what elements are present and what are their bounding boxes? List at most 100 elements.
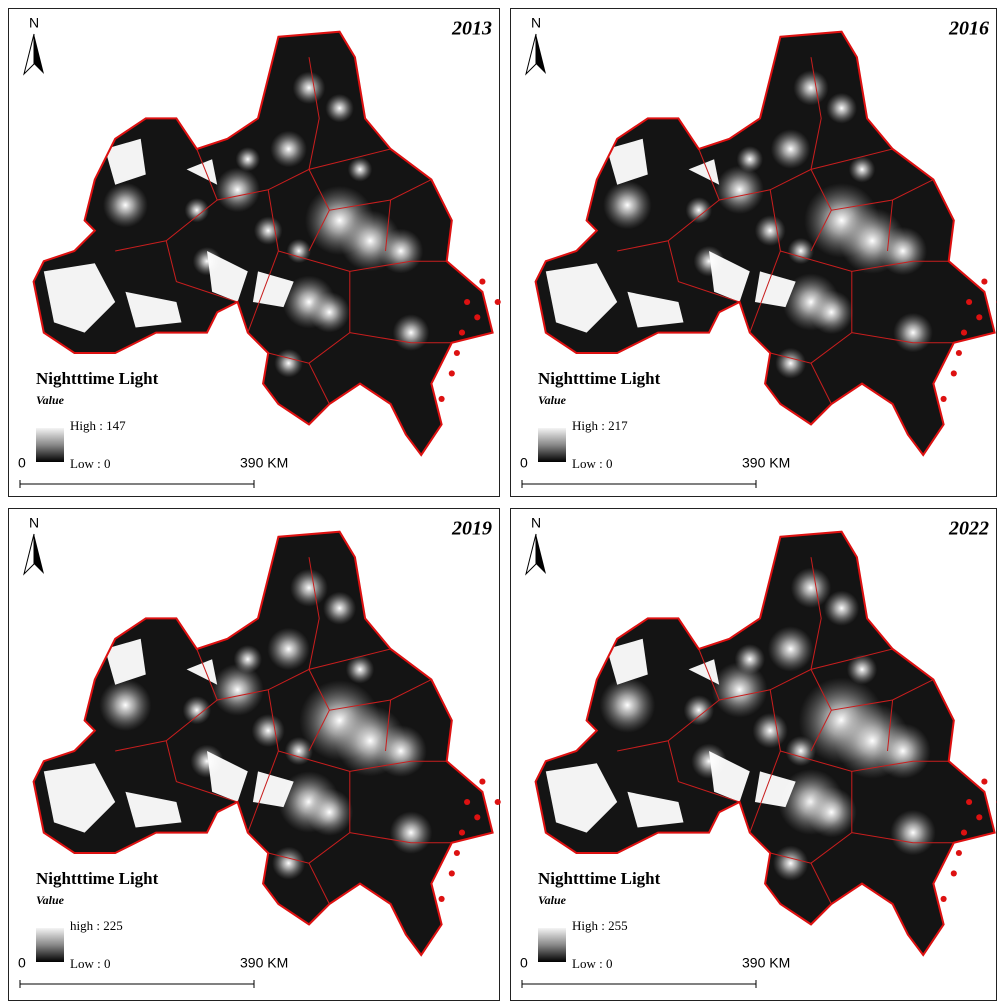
city-light: [378, 229, 423, 274]
city-light: [267, 628, 310, 671]
island: [951, 370, 957, 376]
city-light: [272, 847, 305, 880]
island: [449, 370, 455, 376]
city-light: [274, 349, 303, 378]
island: [956, 850, 962, 856]
city-light: [737, 146, 763, 172]
city-light: [252, 714, 285, 747]
scale-start: 0: [520, 955, 528, 971]
legend-ramp: [538, 928, 566, 962]
north-label: N: [29, 15, 39, 31]
city-light: [826, 93, 857, 124]
island: [464, 299, 470, 305]
island: [976, 814, 982, 820]
year-label: 2016: [948, 18, 989, 40]
island: [976, 314, 982, 320]
city-light: [290, 569, 328, 607]
scale-start: 0: [520, 455, 528, 471]
legend-high: High : 217: [572, 418, 628, 433]
city-light: [325, 94, 354, 123]
city-light: [270, 131, 307, 168]
legend-title: Nightttime Light: [36, 869, 159, 888]
legend-low: Low : 0: [572, 456, 612, 471]
year-label: 2019: [451, 518, 492, 540]
city-light: [236, 147, 260, 171]
city-light: [890, 810, 936, 856]
island: [966, 299, 972, 305]
island: [454, 350, 460, 356]
island: [966, 799, 972, 805]
island: [479, 279, 485, 285]
legend-title: Nightttime Light: [538, 869, 661, 888]
city-light: [809, 290, 853, 334]
scale-start: 0: [18, 955, 26, 971]
legend-subtitle: Value: [538, 393, 567, 407]
figure: N2013Nightttime LightValueHigh : 147Low …: [0, 0, 997, 1001]
city-light: [393, 314, 430, 351]
island: [956, 350, 962, 356]
island: [474, 814, 480, 820]
island: [495, 299, 501, 305]
city-light: [793, 70, 828, 105]
map-panel: N2019Nightttime LightValuehigh : 225Low …: [9, 509, 501, 1001]
island: [439, 396, 445, 402]
city-light: [215, 167, 260, 212]
city-light: [293, 71, 326, 104]
island: [479, 779, 485, 785]
city-light: [775, 348, 806, 379]
legend-high: High : 255: [572, 918, 628, 933]
city-light: [348, 157, 372, 181]
city-light: [309, 292, 350, 333]
legend-low: Low : 0: [70, 956, 110, 971]
north-label: N: [531, 15, 541, 31]
island: [459, 330, 465, 336]
north-label: N: [29, 515, 39, 531]
island: [464, 799, 470, 805]
city-light: [875, 723, 931, 779]
city-light: [824, 590, 859, 625]
scale-end: 390 KM: [240, 455, 288, 471]
city-light: [847, 654, 877, 684]
legend-title: Nightttime Light: [36, 369, 159, 388]
city-light: [285, 737, 313, 765]
scale-end: 390 KM: [240, 955, 288, 971]
map-panel: N2022Nightttime LightValueHigh : 255Low …: [511, 509, 997, 1001]
city-light: [600, 677, 656, 733]
island: [474, 314, 480, 320]
city-light: [234, 645, 262, 673]
city-light: [254, 216, 283, 245]
city-light: [390, 811, 433, 854]
legend-title: Nightttime Light: [538, 369, 661, 388]
city-light: [684, 695, 714, 725]
city-light: [806, 787, 857, 838]
city-light: [603, 181, 651, 229]
scale-end: 390 KM: [742, 455, 790, 471]
legend-low: Low : 0: [70, 456, 110, 471]
city-light: [768, 626, 814, 672]
city-light: [185, 198, 209, 222]
city-light: [735, 644, 765, 674]
city-light: [183, 696, 211, 724]
island: [961, 830, 967, 836]
city-light: [752, 713, 787, 748]
scale-start: 0: [18, 455, 26, 471]
city-light: [686, 197, 712, 223]
legend-ramp: [36, 928, 64, 962]
city-light: [99, 679, 151, 731]
city-light: [715, 166, 763, 214]
island: [449, 870, 455, 876]
city-light: [755, 215, 786, 246]
legend-low: Low : 0: [572, 956, 612, 971]
island: [961, 330, 967, 336]
city-light: [879, 227, 927, 275]
city-light: [375, 725, 427, 777]
city-light: [788, 238, 814, 264]
legend-high: High : 147: [70, 418, 126, 433]
island: [981, 279, 987, 285]
year-label: 2022: [948, 518, 989, 540]
city-light: [306, 789, 353, 836]
city-light: [323, 592, 356, 625]
city-light: [773, 845, 808, 880]
city-light: [103, 183, 148, 228]
